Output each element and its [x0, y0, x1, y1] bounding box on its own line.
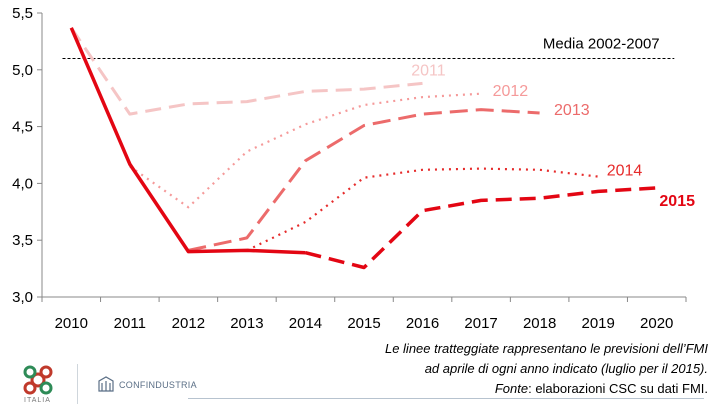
footer-rule: [188, 398, 704, 399]
x-tick-label: 2015: [347, 315, 380, 332]
italy-seal-icon: [23, 365, 53, 395]
y-tick-label: 4,0: [12, 175, 33, 192]
y-tick-label: 4,5: [12, 119, 33, 136]
x-tick-label: 2019: [581, 315, 614, 332]
x-tick-label: 2017: [464, 315, 497, 332]
logo-divider: [77, 364, 78, 404]
series-line-2011: [70, 26, 423, 116]
x-tick-label: 2016: [406, 315, 439, 332]
footnote-source: Fonte: elaborazioni CSC su dati FMI.: [495, 381, 708, 396]
seal-caption: ITALIA: [24, 397, 51, 404]
series-line-2013: [188, 108, 540, 252]
series-line-2015: [69, 27, 306, 255]
series-group: [69, 26, 657, 270]
y-tick-label: 5,0: [12, 62, 33, 79]
series-label-2014: 2014: [607, 162, 643, 179]
axes: 3,0 3,5 4,0 4,5 5,0 5,5 2010 2011 2012 2013 2014 20…: [12, 5, 687, 332]
y-tick-label: 3,0: [12, 289, 33, 306]
confindustria-logo-text: CONFINDUSTRIA: [119, 380, 197, 390]
x-tick-label: 2010: [55, 315, 88, 332]
series-label-2015: 2015: [659, 193, 695, 210]
y-tick-label: 3,5: [12, 232, 33, 249]
confindustria-logo-icon: [98, 376, 114, 392]
series-label-2012: 2012: [493, 83, 529, 100]
x-tick-label: 2012: [172, 315, 205, 332]
x-tick-label: 2013: [230, 315, 263, 332]
series-labels: 2011 2012 2013 2014 2015: [411, 62, 695, 210]
series-label-2011: 2011: [411, 62, 446, 79]
logos: ITALIA CONFINDUSTRIA: [20, 362, 220, 406]
x-tick-label: 2020: [640, 315, 673, 332]
y-tick-label: 5,5: [12, 5, 33, 22]
x-tick-label: 2018: [523, 315, 556, 332]
series-line-2012: [129, 92, 482, 209]
source-label: Fonte: [494, 381, 529, 396]
series-line-2014: [246, 167, 599, 252]
x-tick-label: 2014: [289, 315, 322, 332]
source-text: : elaborazioni CSC su dati FMI.: [528, 381, 708, 396]
reference-line-group: Media 2002-2007: [62, 35, 675, 59]
reference-line-label: Media 2002-2007: [543, 35, 660, 52]
series-label-2013: 2013: [554, 102, 590, 119]
series-line-forecast-2015: [305, 186, 657, 270]
footnote-line-2: ad aprile di ogni anno indicato (luglio …: [424, 361, 708, 376]
x-tick-label: 2011: [114, 315, 146, 332]
footnote-line-1: Le linee tratteggiate rappresentano le p…: [384, 341, 708, 356]
